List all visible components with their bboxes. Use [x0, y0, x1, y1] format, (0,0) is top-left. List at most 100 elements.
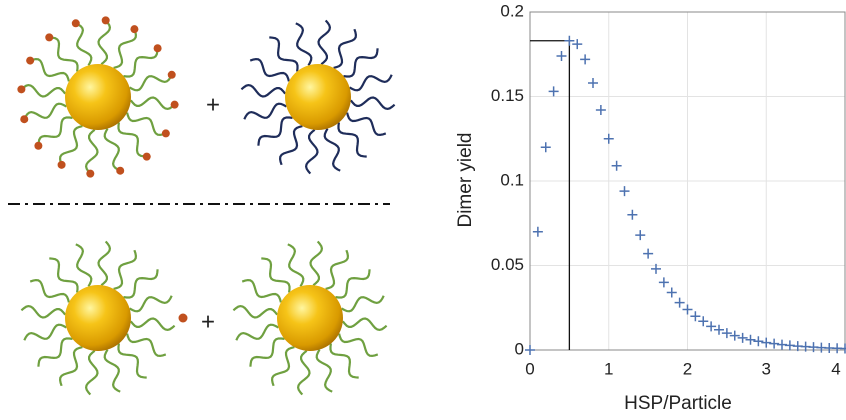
ligand: [325, 249, 350, 290]
ligand: [257, 116, 293, 146]
marker: [643, 248, 654, 259]
marker: [619, 186, 630, 197]
ligand-end: [116, 166, 125, 175]
ligand: [103, 128, 121, 172]
marker: [603, 133, 614, 144]
ligand: [113, 249, 138, 290]
nanoparticle: [65, 64, 131, 130]
ligand: [232, 304, 279, 319]
chart: 0 0.05 0.1 0.15 0.2 0 1 2 3 4: [491, 1, 846, 378]
nanoparticle: [285, 64, 351, 130]
ligand: [97, 240, 112, 287]
ligand: [287, 243, 305, 287]
ligand: [337, 122, 367, 158]
marker: [548, 86, 559, 97]
ligand: [315, 349, 333, 393]
ligand: [269, 36, 299, 72]
marker: [525, 345, 535, 355]
ligand: [235, 323, 279, 341]
marker: [714, 324, 724, 335]
ligand: [49, 36, 79, 72]
ligand-end: [86, 169, 95, 178]
x-axis-label: HSP/Particle: [624, 393, 732, 414]
marker: [595, 105, 606, 116]
ligand-end: [57, 160, 66, 169]
ligand: [304, 128, 319, 175]
x-tick-label: 3: [762, 359, 771, 378]
marker: [721, 328, 732, 339]
ligand: [278, 125, 303, 166]
y-axis-label: Dimer yield: [455, 132, 476, 227]
marker: [690, 311, 701, 322]
ligand: [261, 257, 291, 293]
ligand: [29, 278, 70, 303]
marker: [532, 226, 543, 237]
ligand: [129, 295, 173, 313]
x-tick-label: 2: [683, 359, 692, 378]
ligand: [317, 19, 332, 66]
ligand: [129, 96, 176, 111]
ligand-end: [142, 152, 151, 161]
ligand: [249, 57, 290, 82]
ligand: [309, 240, 324, 287]
ligand: [84, 349, 99, 396]
marker: [658, 277, 669, 288]
ligand-end: [178, 313, 188, 323]
marker: [635, 230, 646, 241]
ligand: [270, 346, 295, 387]
ligand-end: [34, 141, 43, 150]
ligand: [113, 28, 138, 69]
x-tick-label: 0: [525, 359, 534, 378]
y-tick-label: 0.05: [491, 255, 524, 274]
y-tick-label: 0.1: [500, 170, 524, 189]
ligand: [49, 257, 79, 293]
ligand: [129, 74, 173, 92]
plot-frame: [529, 11, 846, 351]
ligand: [295, 22, 313, 66]
marker: [572, 39, 583, 50]
marker: [737, 332, 748, 343]
plus-sign: +: [201, 308, 215, 335]
ligand: [341, 295, 385, 313]
ligand-end: [17, 85, 26, 94]
marker: [556, 50, 567, 61]
ligand: [84, 128, 99, 175]
ligand: [240, 83, 287, 98]
ligand: [58, 346, 83, 387]
ligand: [241, 278, 282, 303]
ligand: [249, 337, 285, 367]
ligand: [341, 317, 388, 332]
ligand: [117, 122, 147, 158]
ligand: [338, 333, 379, 358]
marker: [753, 336, 764, 347]
marker: [564, 35, 575, 46]
marker: [761, 337, 772, 348]
marker: [698, 316, 709, 327]
ligand-end: [153, 44, 162, 53]
marker: [729, 330, 740, 341]
ligand: [123, 269, 159, 299]
ligand: [75, 243, 93, 287]
marker: [540, 142, 551, 153]
ligand-end: [71, 19, 80, 28]
marker: [666, 287, 677, 298]
marker: [769, 338, 780, 349]
ligand: [129, 317, 176, 332]
marker: [651, 263, 661, 274]
marker: [745, 334, 756, 345]
marker: [682, 304, 693, 315]
ligand-end: [130, 25, 139, 34]
y-tick-label: 0.2: [500, 1, 524, 20]
ligand: [75, 22, 93, 66]
ligand-end: [26, 56, 35, 65]
marker: [627, 209, 638, 220]
ligand: [126, 333, 167, 358]
ligand: [333, 28, 358, 69]
marker: [588, 77, 598, 88]
ligand-end: [45, 33, 54, 42]
ligand: [346, 112, 387, 137]
diagram: [17, 16, 396, 396]
plus-sign: +: [206, 91, 220, 118]
marker: [777, 339, 787, 350]
